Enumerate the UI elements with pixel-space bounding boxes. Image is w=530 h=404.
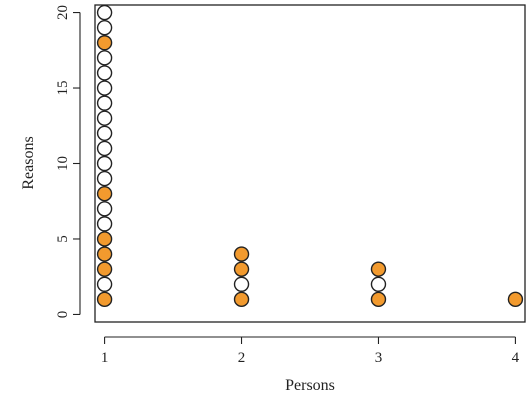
point-open (96, 140, 113, 157)
y-tick-label: 15 (55, 81, 71, 96)
point-filled (233, 291, 250, 308)
point-open (370, 276, 387, 292)
point-filled (233, 246, 250, 262)
point-filled (370, 261, 387, 277)
point-filled (96, 261, 113, 277)
x-tick-label: 3 (375, 350, 383, 366)
point-open (96, 50, 113, 66)
x-tick-label: 2 (238, 350, 246, 366)
point-open (96, 80, 113, 96)
x-tick-label: 1 (101, 350, 109, 366)
point-filled (96, 35, 113, 51)
point-filled (96, 291, 113, 308)
point-filled (370, 291, 387, 308)
point-filled (96, 246, 113, 262)
point-open (96, 216, 113, 232)
plot-frame (94, 4, 526, 323)
point-open (96, 65, 113, 81)
y-tick-label: 0 (55, 311, 71, 319)
point-filled (96, 185, 113, 202)
y-axis: 0 5 10 15 20 (55, 5, 81, 319)
point-open (96, 95, 113, 111)
point-filled (233, 261, 250, 277)
data-points (96, 4, 524, 308)
point-filled (507, 291, 524, 308)
point-open (96, 110, 113, 126)
point-open (96, 170, 113, 187)
point-open (96, 201, 113, 217)
point-open (96, 155, 113, 172)
y-axis-label: Reasons (20, 136, 37, 189)
point-open (96, 125, 113, 142)
point-open (233, 276, 250, 292)
point-open (96, 19, 113, 36)
y-tick-label: 20 (55, 5, 71, 20)
point-filled (96, 231, 113, 247)
x-tick-label: 4 (512, 350, 520, 366)
x-axis: 1 2 3 4 (101, 336, 520, 366)
y-tick-label: 10 (55, 156, 71, 171)
point-open (96, 4, 113, 21)
y-tick-label: 5 (55, 235, 71, 243)
point-open (96, 276, 113, 292)
x-axis-label: Persons (285, 377, 335, 394)
